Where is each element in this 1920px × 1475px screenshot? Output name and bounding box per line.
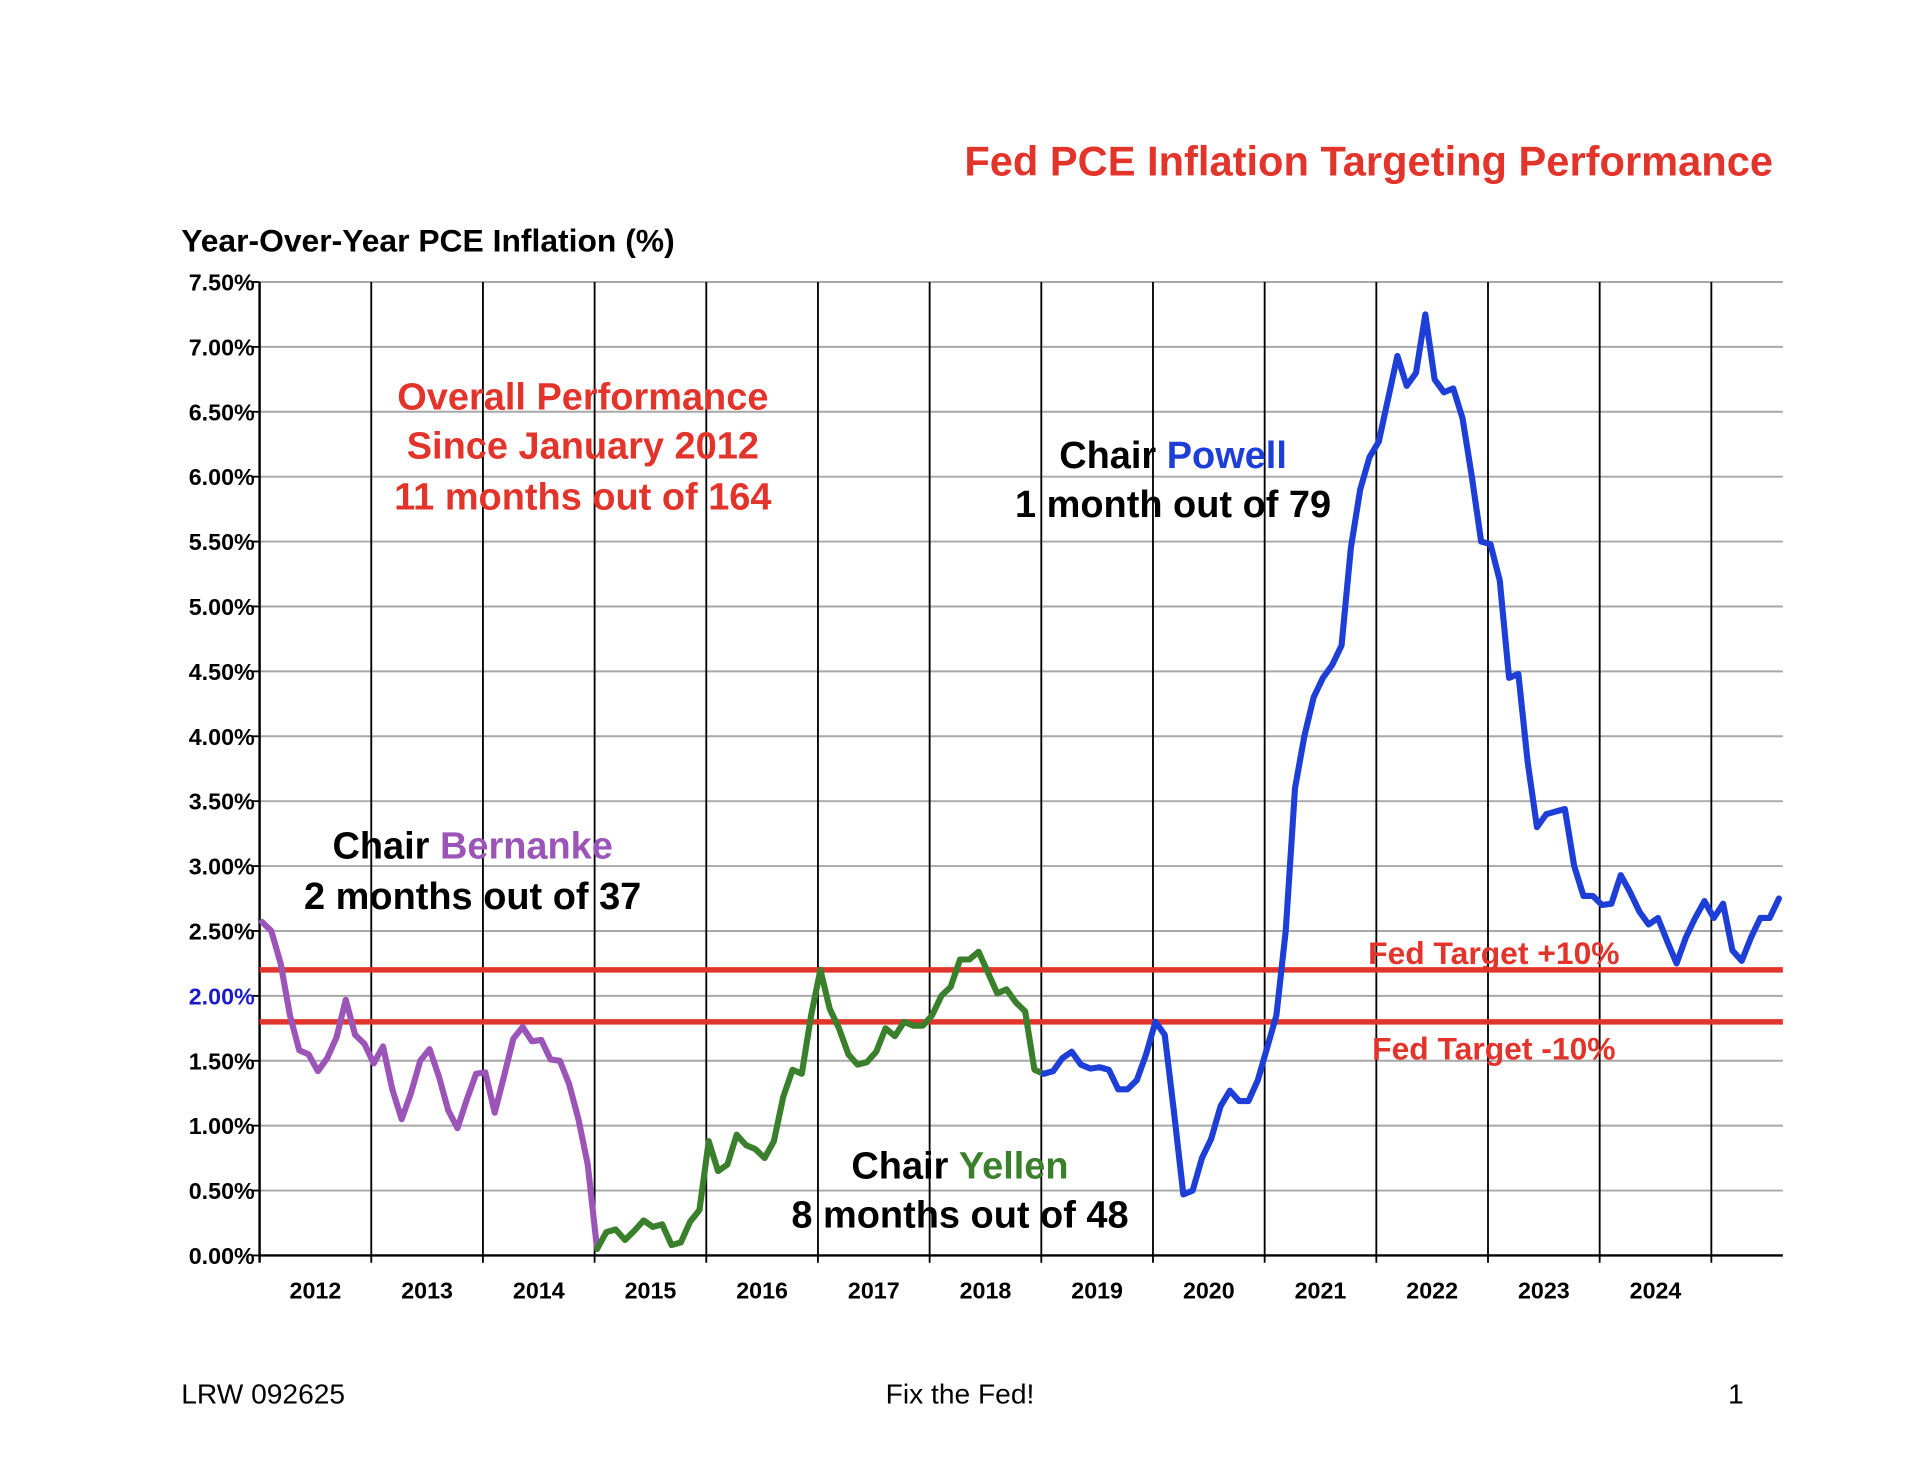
y-tick-label: 7.50% (189, 270, 255, 296)
target-lower-label: Fed Target -10% (1372, 1031, 1615, 1067)
annotation-bernanke: Chair Bernanke 2 months out of 37 (304, 826, 641, 918)
y-tick-label: 3.00% (189, 854, 255, 880)
chair-name-yellen: Yellen (959, 1145, 1069, 1187)
series-line-yellen (594, 948, 1047, 1253)
footer-center: Fix the Fed! (886, 1379, 1035, 1410)
y-tick-label: 0.50% (189, 1178, 255, 1204)
x-tick-label: 2021 (1295, 1277, 1347, 1303)
y-tick-label: 6.00% (189, 464, 255, 490)
chair-name-bernanke: Bernanke (440, 826, 613, 868)
annotation-bernanke-line1: Chair Bernanke (332, 826, 612, 868)
y-tick-label: 3.50% (189, 789, 255, 815)
y-tick-label: 1.00% (189, 1113, 255, 1139)
y-tick-label: 5.50% (189, 529, 255, 555)
x-tick-label: 2015 (625, 1277, 677, 1303)
page-number: 1 (1728, 1379, 1744, 1410)
target-lines (259, 967, 1783, 1025)
y-tick-label: 2.00% (189, 983, 255, 1009)
y-tick-label: 4.00% (189, 724, 255, 750)
annotation-yellen-line2: 8 months out of 48 (791, 1194, 1128, 1236)
chair-prefix: Chair (851, 1145, 959, 1187)
x-tick-label: 2014 (513, 1277, 565, 1303)
y-tick-label: 5.00% (189, 594, 255, 620)
annotation-powell: Chair Powell 1 month out of 79 (1015, 435, 1331, 526)
annotation-yellen: Chair Yellen 8 months out of 48 (791, 1145, 1128, 1236)
x-tick-label: 2018 (960, 1277, 1012, 1303)
y-tick-label: 2.50% (189, 919, 255, 945)
x-tick-label: 2017 (848, 1277, 900, 1303)
series-line-powell (1040, 311, 1783, 1198)
x-tick-labels: 2012 2013 2014 2015 2016 2017 2018 2019 2020 2021… (290, 1277, 1682, 1303)
annotation-overall-line2: Since January 2012 (407, 425, 759, 467)
series-lines (258, 311, 1783, 1253)
x-tick-label: 2016 (736, 1277, 788, 1303)
annotation-powell-line1: Chair Powell (1059, 435, 1287, 477)
y-tick-label: 4.50% (189, 659, 255, 685)
y-tick-label: 1.50% (189, 1048, 255, 1074)
y-tick-label: 7.00% (189, 334, 255, 360)
chair-name-powell: Powell (1167, 435, 1287, 477)
gridlines (252, 281, 1783, 1263)
x-tick-label: 2019 (1071, 1277, 1123, 1303)
annotation-overall-line3: 11 months out of 164 (394, 477, 771, 519)
x-tick-label: 2024 (1630, 1277, 1682, 1303)
x-tick-label: 2020 (1183, 1277, 1235, 1303)
series-line-bernanke (258, 918, 601, 1253)
chair-prefix: Chair (332, 826, 440, 868)
y-tick-label: 6.50% (189, 399, 255, 425)
annotation-bernanke-line2: 2 months out of 37 (304, 876, 641, 918)
y-axis-label: Year-Over-Year PCE Inflation (%) (181, 222, 675, 258)
chair-prefix: Chair (1059, 435, 1167, 477)
annotation-overall: Overall Performance Since January 2012 1… (394, 376, 771, 518)
chart-title: Fed PCE Inflation Targeting Performance (964, 137, 1773, 184)
x-tick-label: 2023 (1518, 1277, 1570, 1303)
target-upper-label: Fed Target +10% (1368, 935, 1619, 971)
annotation-overall-line1: Overall Performance (397, 376, 768, 418)
y-tick-label: 0.00% (189, 1243, 255, 1269)
y-tick-labels: 0.00% 0.50% 1.00% 1.50% 2.00% 2.50% 3.00% 3.50%… (189, 270, 255, 1269)
x-tick-label: 2012 (290, 1277, 342, 1303)
annotation-yellen-line1: Chair Yellen (851, 1145, 1068, 1187)
x-tick-label: 2013 (401, 1277, 453, 1303)
x-tick-label: 2022 (1406, 1277, 1458, 1303)
footer-left: LRW 092625 (181, 1379, 345, 1410)
annotation-powell-line2: 1 month out of 79 (1015, 484, 1331, 526)
